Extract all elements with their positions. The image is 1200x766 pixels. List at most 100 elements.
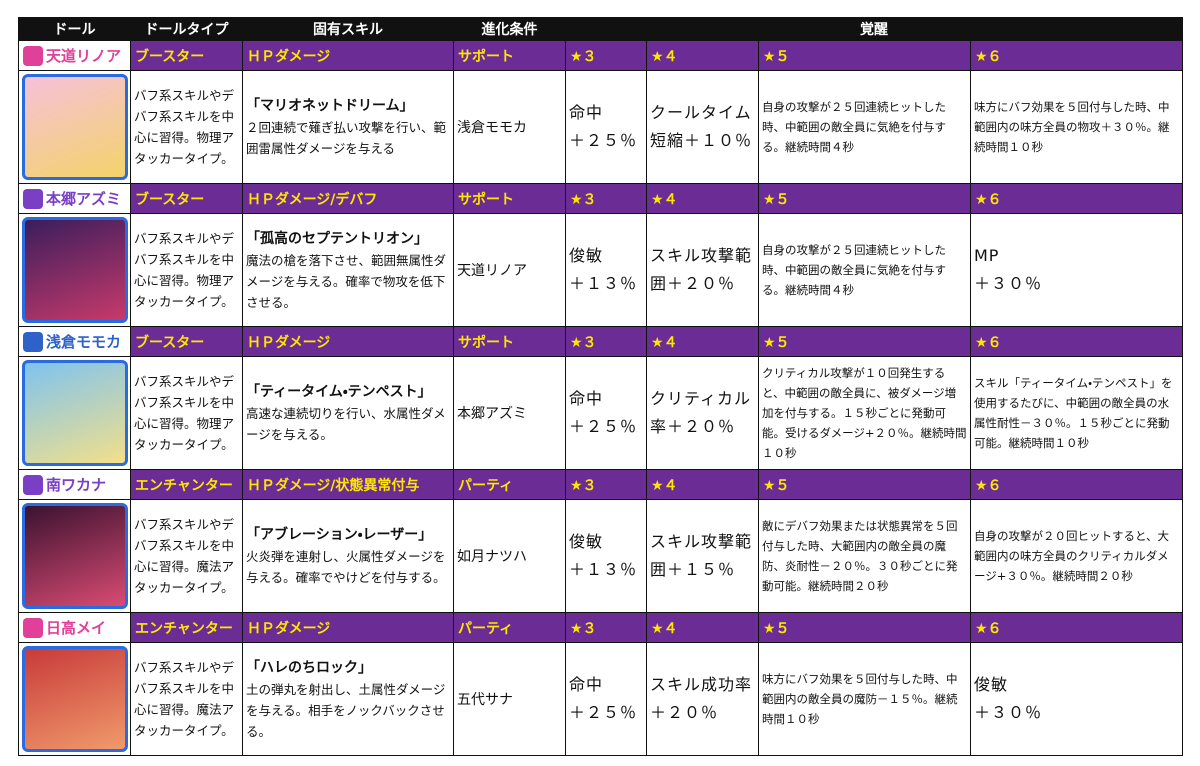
awakening-text: 自身の攻撃が２５回連続ヒットした時、中範囲の敵全員に気絶を付与する。継続時間４秒 — [758, 70, 971, 184]
doll-logo-cell: 南ワカナ — [18, 469, 131, 500]
awakening-text: スキル「ティータイム・テンペスト」を使用するたびに、中範囲の敵全員の水属性耐性－… — [970, 356, 1183, 470]
evolution-doll: 本郷アズミ — [453, 356, 566, 470]
doll-description: バフ系スキルやデバフ系スキルを中心に習得。物理アタッカータイプ。 — [130, 70, 243, 184]
awakening-label: ★６ — [970, 326, 1183, 357]
doll-band-row: 本郷アズミ ブースター ＨＰダメージ/デバフ サポート ★３ ★４ ★５ ★６ — [18, 183, 1183, 214]
awakening-text: 俊敏 ＋１３％ — [565, 499, 647, 613]
doll-logo: 浅倉モモカ — [20, 328, 130, 356]
doll-logo-cell: 浅倉モモカ — [18, 326, 131, 357]
table-body: 天道リノア ブースター ＨＰダメージ サポート ★３ ★４ ★５ ★６ バフ系スキルやデバフ系ス… — [18, 40, 1183, 756]
evolution-type: パーティ — [453, 469, 566, 500]
damage-type: ＨＰダメージ — [242, 326, 454, 357]
skill-text: 土の弾丸を射出し、土属性ダメージを与える。相手をノックバックさせる。 — [246, 681, 446, 739]
doll-description: バフ系スキルやデバフ系スキルを中心に習得。魔法アタッカータイプ。 — [130, 499, 243, 613]
header-cell: ドールタイプ — [130, 17, 243, 41]
doll-logo: 日高メイ — [20, 614, 130, 642]
awakening-text: 味方にバフ効果を５回付与した時、中範囲内の敵全員の魔防－１５％。継続時間１０秒 — [758, 642, 971, 756]
doll-name: 天道リノア — [46, 47, 122, 65]
header-cell: ドール — [18, 17, 131, 41]
skill-text: ２回連続で薙ぎ払い攻撃を行い、範囲雷属性ダメージを与える — [246, 120, 447, 156]
awakening-text: 自身の攻撃が２５回連続ヒットした時、中範囲の敵全員に気絶を付与する。継続時間４秒 — [758, 213, 971, 327]
skill-cell: 「アブレーション・レーザー」 火炎弾を連射し、火属性ダメージを与える。確率でやけど… — [242, 499, 454, 613]
portrait — [21, 503, 128, 609]
skill-name: 「アブレーション・レーザー」 — [246, 527, 433, 543]
awakening-label: ★５ — [758, 40, 971, 71]
evolution-doll: 如月ナツハ — [453, 499, 566, 613]
awakening-label: ★４ — [646, 612, 759, 643]
header-cell: 進化条件 — [453, 17, 566, 41]
awakening-text: 敵にデバフ効果または状態異常を５回付与した時、大範囲内の敵全員の魔防、炎耐性－２… — [758, 499, 971, 613]
awakening-label: ★６ — [970, 469, 1183, 500]
awakening-text: クリティカル 率＋２０％ — [646, 356, 759, 470]
doll-band-row: 浅倉モモカ ブースター ＨＰダメージ サポート ★３ ★４ ★５ ★６ — [18, 326, 1183, 357]
doll-band-row: 日高メイ エンチャンター ＨＰダメージ パーティ ★３ ★４ ★５ ★６ — [18, 612, 1183, 643]
header-cell: 固有スキル — [242, 17, 454, 41]
doll-body-row: バフ系スキルやデバフ系スキルを中心に習得。物理アタッカータイプ。 「孤高のセプテン… — [18, 213, 1183, 327]
damage-type: ＨＰダメージ/状態異常付与 — [242, 469, 454, 500]
awakening-text: 味方にバフ効果を５回付与した時、中範囲内の味方全員の物攻＋３０％。継続時間１０秒 — [970, 70, 1183, 184]
awakening-text: 自身の攻撃が２０回ヒットすると、大範囲内の味方全員のクリティカルダメージ+３０％… — [970, 499, 1183, 613]
awakening-label: ★６ — [970, 40, 1183, 71]
doll-logo: 南ワカナ — [20, 471, 130, 499]
evolution-doll: 五代サナ — [453, 642, 566, 756]
logo-icon — [23, 474, 43, 495]
awakening-text: 俊敏 ＋１３％ — [565, 213, 647, 327]
awakening-label: ★４ — [646, 40, 759, 71]
doll-logo: 本郷アズミ — [20, 185, 130, 213]
evolution-type: サポート — [453, 40, 566, 71]
doll-name: 本郷アズミ — [46, 190, 122, 208]
awakening-text: クリティカル攻撃が１０回発生すると、中範囲の敵全員に、被ダメージ増加を付与する。… — [758, 356, 971, 470]
skill-text: 魔法の槍を落下させ、範囲無属性ダメージを与える。確率で物攻を低下させる。 — [246, 252, 447, 310]
skill-cell: 「マリオネットドリーム」 ２回連続で薙ぎ払い攻撃を行い、範囲雷属性ダメージを与える — [242, 70, 454, 184]
portrait — [21, 217, 128, 323]
damage-type: ＨＰダメージ/デバフ — [242, 183, 454, 214]
awakening-label: ★４ — [646, 326, 759, 357]
portrait-cell — [18, 499, 131, 613]
awakening-label: ★５ — [758, 469, 971, 500]
header-cell: 覚醒 — [565, 17, 1183, 41]
doll-body-row: バフ系スキルやデバフ系スキルを中心に習得。物理アタッカータイプ。 「ティータイム・… — [18, 356, 1183, 470]
skill-name: 「ティータイム・テンペスト」 — [246, 384, 432, 400]
doll-description: バフ系スキルやデバフ系スキルを中心に習得。物理アタッカータイプ。 — [130, 213, 243, 327]
awakening-text: 俊敏 ＋３０％ — [970, 642, 1183, 756]
doll-table: ドール ドールタイプ 固有スキル 進化条件 覚醒 天道リノア ブースター ＨＰダメー… — [18, 17, 1183, 756]
awakening-label: ★３ — [565, 40, 647, 71]
awakening-label: ★５ — [758, 183, 971, 214]
awakening-label: ★４ — [646, 469, 759, 500]
header-row: ドール ドールタイプ 固有スキル 進化条件 覚醒 — [18, 17, 1183, 41]
awakening-text: スキル成功率 ＋２０％ — [646, 642, 759, 756]
doll-type: ブースター — [130, 40, 243, 71]
awakening-label: ★５ — [758, 612, 971, 643]
doll-type: エンチャンター — [130, 612, 243, 643]
portrait-cell — [18, 213, 131, 327]
awakening-label: ★４ — [646, 183, 759, 214]
damage-type: ＨＰダメージ — [242, 40, 454, 71]
awakening-label: ★３ — [565, 183, 647, 214]
doll-description: バフ系スキルやデバフ系スキルを中心に習得。魔法アタッカータイプ。 — [130, 642, 243, 756]
logo-icon — [23, 188, 43, 209]
evolution-type: パーティ — [453, 612, 566, 643]
doll-band-row: 南ワカナ エンチャンター ＨＰダメージ/状態異常付与 パーティ ★３ ★４ ★５ ★６ — [18, 469, 1183, 500]
awakening-text: 命中 ＋２５％ — [565, 356, 647, 470]
doll-logo-cell: 天道リノア — [18, 40, 131, 71]
skill-cell: 「ティータイム・テンペスト」 高速な連続切りを行い、水属性ダメージを与える。 — [242, 356, 454, 470]
doll-body-row: バフ系スキルやデバフ系スキルを中心に習得。物理アタッカータイプ。 「マリオネットド… — [18, 70, 1183, 184]
doll-body-row: バフ系スキルやデバフ系スキルを中心に習得。魔法アタッカータイプ。 「アブレーション… — [18, 499, 1183, 613]
doll-type: ブースター — [130, 183, 243, 214]
evolution-doll: 天道リノア — [453, 213, 566, 327]
evolution-type: サポート — [453, 183, 566, 214]
awakening-label: ★６ — [970, 183, 1183, 214]
awakening-label: ★３ — [565, 326, 647, 357]
awakening-label: ★３ — [565, 469, 647, 500]
skill-cell: 「ハレのちロック」土の弾丸を射出し、土属性ダメージを与える。相手をノックバックさ… — [242, 642, 454, 756]
portrait — [21, 646, 128, 752]
doll-name: 日高メイ — [46, 619, 107, 637]
awakening-text: スキル攻撃範 囲＋２０％ — [646, 213, 759, 327]
skill-name: 「マリオネットドリーム」 — [246, 98, 414, 114]
doll-logo-cell: 日高メイ — [18, 612, 131, 643]
awakening-text: MP ＋３０％ — [970, 213, 1183, 327]
skill-name: 「ハレのちロック」 — [246, 659, 372, 676]
logo-icon — [23, 45, 43, 66]
doll-band-row: 天道リノア ブースター ＨＰダメージ サポート ★３ ★４ ★５ ★６ — [18, 40, 1183, 71]
